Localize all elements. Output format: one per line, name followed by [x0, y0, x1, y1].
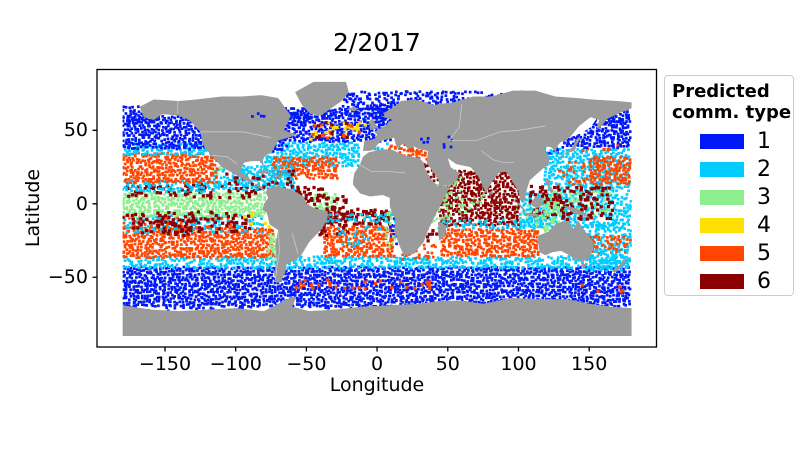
legend-swatch-type-1	[700, 133, 744, 149]
x-tick-label: 0	[371, 353, 384, 375]
chart-title: 2/2017	[333, 28, 421, 57]
legend-entry-label: 2	[757, 156, 771, 182]
y-tick-label: 50	[63, 119, 88, 142]
x-axis-label: Longitude	[329, 374, 425, 396]
legend-entry-label: 1	[757, 128, 771, 154]
legend-entry-label: 3	[757, 184, 771, 210]
x-tick-label: 150	[571, 353, 608, 375]
legend-row: 4	[672, 211, 793, 239]
legend-row: 6	[672, 267, 793, 295]
y-tick-label: 0	[75, 192, 88, 215]
y-axis-label: Latitude	[22, 168, 44, 248]
x-tick-label: 50	[435, 353, 460, 375]
legend-row: 5	[672, 239, 793, 267]
legend-entry-label: 4	[757, 212, 771, 238]
legend-entry-label: 6	[757, 268, 771, 294]
x-tick-label: 100	[500, 353, 537, 375]
legend-swatch-type-3	[700, 189, 744, 205]
legend-row: 3	[672, 183, 793, 211]
legend-title-line2: comm. type	[672, 101, 792, 123]
x-tick-label: −100	[209, 353, 262, 375]
legend-swatch-type-4	[700, 217, 744, 233]
legend-row: 2	[672, 155, 793, 183]
legend-swatch-type-6	[700, 273, 744, 289]
legend-title: Predicted comm. type	[672, 81, 793, 123]
legend-swatch-type-5	[700, 245, 744, 261]
legend-row: 1	[672, 127, 793, 155]
legend-title-line1: Predicted	[672, 81, 770, 102]
legend-entry-label: 5	[757, 240, 771, 266]
x-tick-label: −50	[286, 353, 327, 375]
legend-swatch-type-2	[700, 161, 744, 177]
y-tick-label: −50	[47, 266, 88, 289]
x-tick-label: −150	[138, 353, 192, 375]
